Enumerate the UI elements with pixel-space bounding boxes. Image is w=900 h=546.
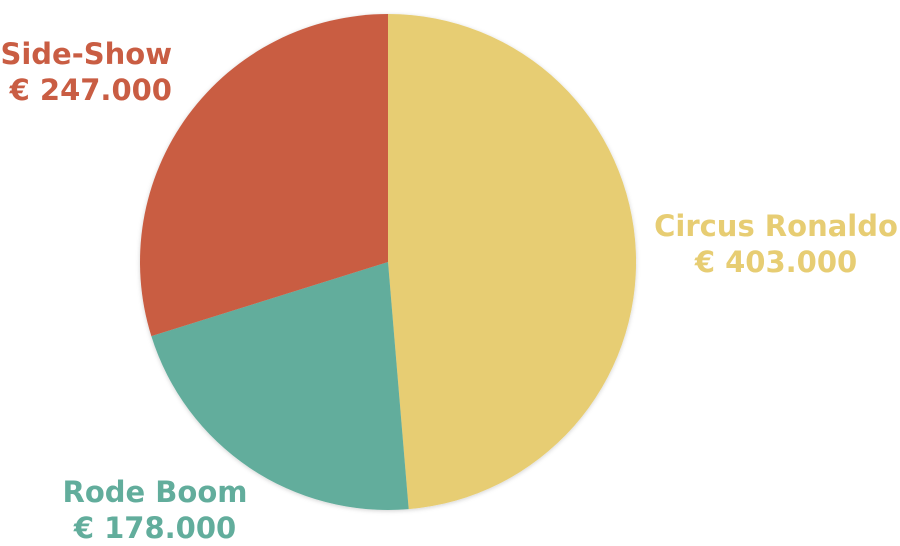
- slice-label-rode-boom: Rode Boom € 178.000: [50, 474, 260, 546]
- slice-label-circus-ronaldo: Circus Ronaldo € 403.000: [652, 208, 900, 280]
- pie-slice-side-show: [140, 14, 388, 337]
- pie-slice-circus-ronaldo: [388, 13, 637, 510]
- slice-value-rode-boom: € 178.000: [73, 511, 237, 545]
- slice-value-side-show: € 247.000: [9, 73, 172, 107]
- slice-name-rode-boom: Rode Boom: [62, 475, 248, 509]
- slice-name-side-show: Side-Show: [0, 37, 172, 71]
- pie-slice-rode-boom: [151, 262, 409, 511]
- pie-slices: [140, 13, 637, 511]
- slice-name-circus-ronaldo: Circus Ronaldo: [654, 209, 898, 243]
- slice-value-circus-ronaldo: € 403.000: [694, 245, 858, 279]
- slice-label-side-show: Side-Show € 247.000: [0, 36, 172, 108]
